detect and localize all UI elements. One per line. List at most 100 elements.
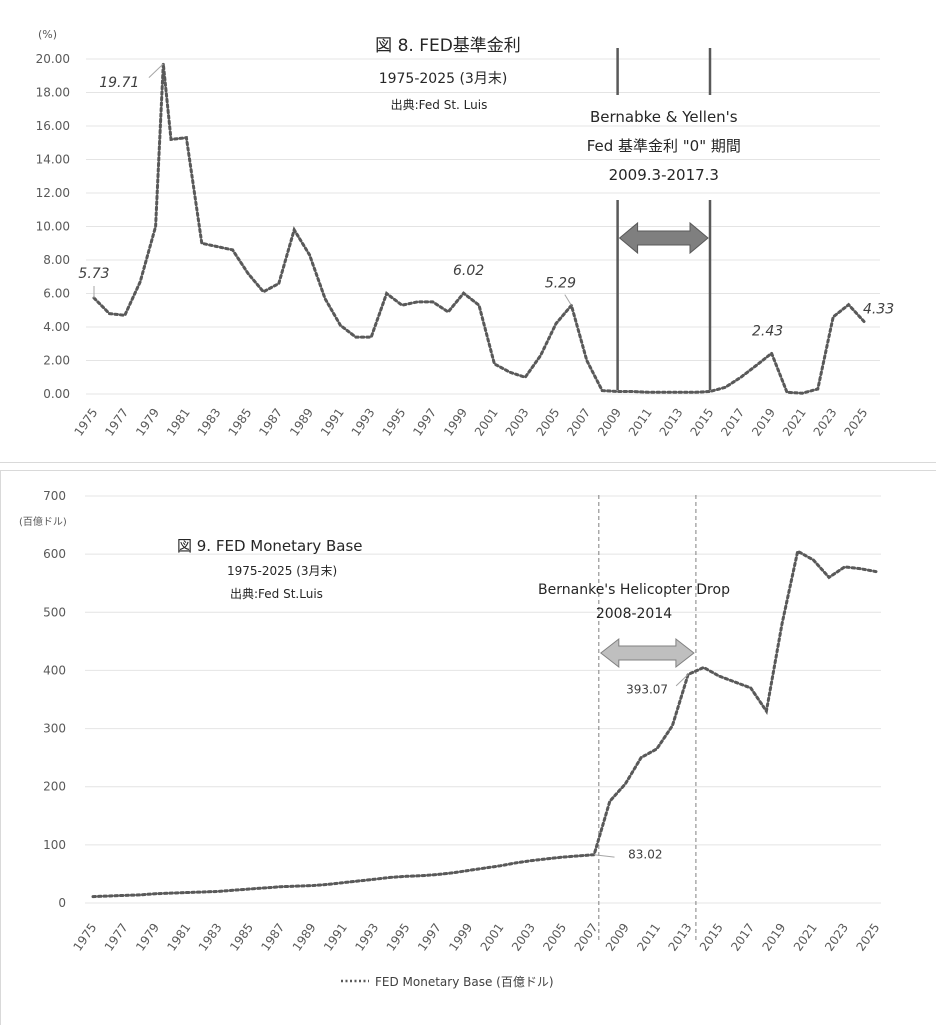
data-point xyxy=(448,311,449,312)
x-tick-label: 1995 xyxy=(379,406,408,439)
data-point xyxy=(355,337,356,338)
data-label: 2.43 xyxy=(752,323,783,339)
x-tick-label: 1997 xyxy=(410,406,439,439)
data-point xyxy=(766,711,767,712)
data-point xyxy=(139,894,140,895)
data-label: 5.29 xyxy=(545,275,576,291)
data-point xyxy=(155,893,156,894)
data-point xyxy=(602,390,603,391)
data-point xyxy=(124,315,125,316)
y-tick-label: 0.00 xyxy=(43,387,70,401)
y-tick-label: 100 xyxy=(43,838,66,852)
data-point xyxy=(232,249,233,250)
data-point xyxy=(421,875,422,876)
data-point xyxy=(609,801,610,802)
data-point xyxy=(202,891,203,892)
y-tick-label: 0 xyxy=(58,896,66,910)
data-point xyxy=(509,372,510,373)
data-point xyxy=(547,858,548,859)
data-point xyxy=(735,682,736,683)
x-tick-label: 2003 xyxy=(503,406,532,439)
chart-subtitle: 1975-2025 (3月末) xyxy=(379,71,508,87)
x-tick-label: 1983 xyxy=(195,406,224,439)
data-point xyxy=(278,283,279,284)
x-tick-label: 1987 xyxy=(256,406,285,439)
data-point xyxy=(312,885,313,886)
data-point xyxy=(340,325,341,326)
x-tick-label: 2005 xyxy=(533,406,562,439)
annotation-text: Bernabke & Yellen's xyxy=(590,108,738,126)
data-point xyxy=(463,293,464,294)
data-label-leader xyxy=(675,674,689,687)
data-point xyxy=(155,226,156,227)
y-tick-label: 16.00 xyxy=(36,119,70,133)
data-point xyxy=(186,892,187,893)
x-tick-label: 1983 xyxy=(196,921,225,954)
data-point xyxy=(817,388,818,389)
data-point xyxy=(797,551,798,552)
data-point xyxy=(500,865,501,866)
data-label: 4.33 xyxy=(863,301,894,317)
data-point xyxy=(108,896,109,897)
data-point xyxy=(437,874,438,875)
fed-rate-chart-panel: Bernabke & Yellen's Fed 基準金利 "0" 期間 2009.3… xyxy=(0,0,936,463)
chart-source: 出典:Fed St.Luis xyxy=(230,587,323,601)
data-point xyxy=(617,391,618,392)
data-point xyxy=(525,377,526,378)
x-tick-label: 2001 xyxy=(472,406,501,439)
data-point xyxy=(484,868,485,869)
data-point xyxy=(374,879,375,880)
x-tick-label: 1985 xyxy=(227,921,256,954)
data-label: 393.07 xyxy=(626,682,668,696)
data-point xyxy=(468,870,469,871)
x-tick-label: 2021 xyxy=(780,406,809,439)
annotation-text: Bernanke's Helicopter Drop xyxy=(538,582,730,598)
x-tick-label: 2021 xyxy=(791,921,820,954)
data-point xyxy=(171,893,172,894)
data-point xyxy=(233,890,234,891)
data-point xyxy=(625,783,626,784)
x-tick-label: 2019 xyxy=(760,921,789,954)
data-point xyxy=(531,860,532,861)
series-line xyxy=(91,548,878,899)
y-tick-label: 500 xyxy=(43,605,66,619)
x-tick-label: 1987 xyxy=(258,921,287,954)
data-point xyxy=(296,886,297,887)
range-arrow xyxy=(600,637,695,669)
data-point xyxy=(844,566,845,567)
data-point xyxy=(725,387,726,388)
x-tick-label: 1977 xyxy=(102,406,131,439)
y-tick-label: 8.00 xyxy=(43,253,70,267)
y-tick-label: 2.00 xyxy=(43,354,70,368)
x-tick-label: 1997 xyxy=(415,921,444,954)
data-point xyxy=(641,757,642,758)
y-tick-label: 14.00 xyxy=(36,153,70,167)
data-point xyxy=(171,139,172,140)
data-point xyxy=(386,293,387,294)
data-label-leader xyxy=(148,63,164,79)
x-tick-label: 1975 xyxy=(70,921,99,954)
x-tick-label: 1989 xyxy=(290,921,319,954)
range-arrow xyxy=(618,221,709,255)
x-tick-label: 2009 xyxy=(603,921,632,954)
y-tick-label: 700 xyxy=(43,489,66,503)
data-label-leader xyxy=(564,294,572,306)
x-tick-label: 1999 xyxy=(446,921,475,954)
data-point xyxy=(327,884,328,885)
x-tick-label: 1991 xyxy=(318,406,347,439)
y-tick-label: 4.00 xyxy=(43,320,70,334)
data-label: 83.02 xyxy=(628,848,662,862)
annotation-text: 2008-2014 xyxy=(596,606,672,622)
data-point xyxy=(186,137,187,138)
data-point xyxy=(556,323,557,324)
data-point xyxy=(494,363,495,364)
y-tick-label: 10.00 xyxy=(36,220,70,234)
data-point xyxy=(359,880,360,881)
data-label: 5.73 xyxy=(78,266,109,282)
x-tick-label: 1979 xyxy=(133,921,162,954)
data-point xyxy=(864,321,865,322)
x-tick-label: 2015 xyxy=(687,406,716,439)
x-tick-label: 2003 xyxy=(509,921,538,954)
data-point xyxy=(265,887,266,888)
data-point xyxy=(309,254,310,255)
